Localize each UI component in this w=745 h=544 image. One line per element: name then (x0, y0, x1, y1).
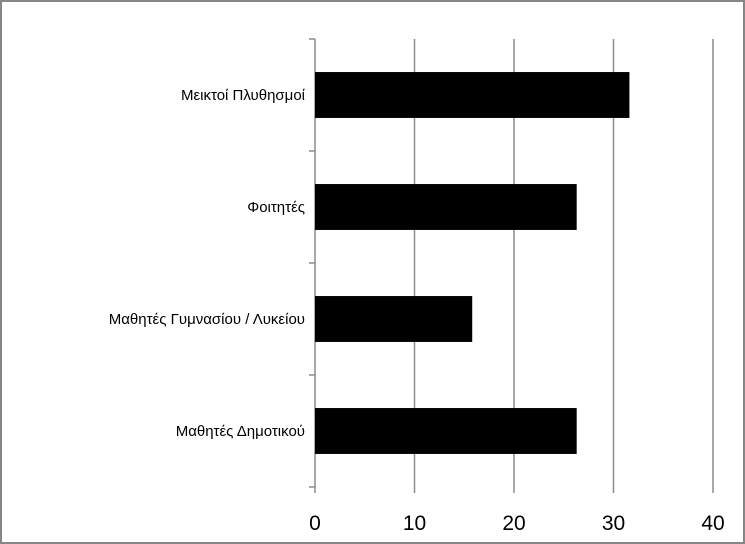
bar (315, 184, 577, 230)
category-label: Μεικτοί Πλυθησμοί (181, 87, 306, 104)
x-tick-label: 10 (403, 512, 426, 535)
x-tick-label: 20 (502, 512, 525, 535)
bar (315, 408, 577, 454)
category-label: Μαθητές Γυμνασίου / Λυκείου (109, 311, 305, 328)
x-tick-label: 0 (309, 512, 321, 535)
category-axis (309, 38, 316, 488)
bar (315, 296, 473, 342)
category-label: Μαθητές Δημοτικού (176, 423, 305, 440)
value-axis-tick-labels: 0 10 20 30 40 (309, 512, 725, 535)
category-label: Φοιτητές (247, 199, 305, 216)
x-tick-label: 30 (602, 512, 625, 535)
bars (315, 72, 630, 454)
x-tick-label: 40 (701, 512, 724, 535)
bar (315, 72, 630, 118)
category-labels: Μεικτοί Πλυθησμοί Φοιτητές Μαθητές Γυμνασί… (109, 87, 306, 440)
